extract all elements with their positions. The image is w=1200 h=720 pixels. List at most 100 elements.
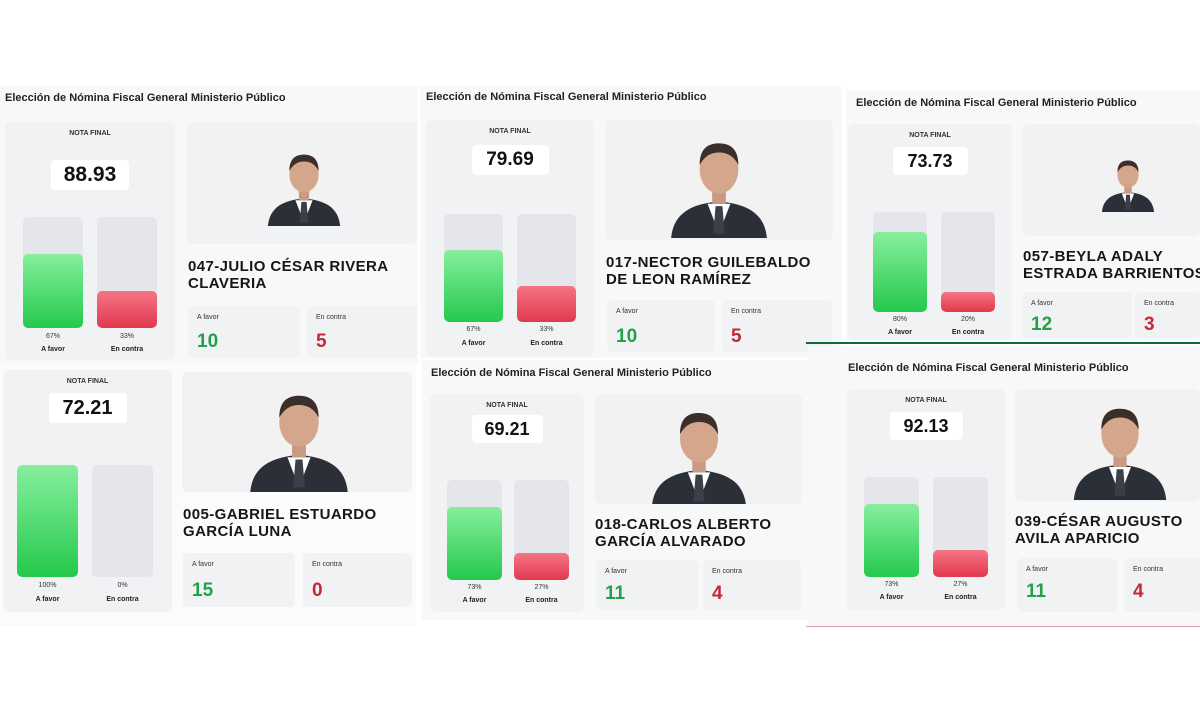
favor-votes-label: A favor — [1031, 300, 1053, 307]
candidate-photo — [643, 396, 755, 504]
favor-bar-label: A favor — [888, 329, 912, 336]
candidate-name-line2: ESTRADA BARRIENTOS — [1023, 265, 1200, 282]
score-heading: NOTA FINAL — [489, 128, 531, 135]
candidate-name-line1: 039-CÉSAR AUGUSTO — [1015, 513, 1183, 530]
favor-votes-label: A favor — [192, 561, 214, 568]
candidate-name-line2: AVILA APARICIO — [1015, 530, 1140, 547]
favor-votes-box — [1017, 558, 1117, 612]
final-score: 72.21 — [48, 393, 127, 423]
against-votes-count: 3 — [1144, 314, 1155, 335]
favor-votes-count: 10 — [616, 326, 638, 347]
candidate-photo — [243, 376, 355, 492]
candidate-photo — [264, 140, 344, 226]
against-bar-label: En contra — [106, 596, 139, 603]
favor-bar-fill — [447, 507, 502, 580]
against-bar-track — [933, 477, 988, 577]
favor-votes-box — [1022, 292, 1132, 338]
candidate-name-line2: GARCÍA ALVARADO — [595, 533, 746, 550]
against-bar-label: En contra — [525, 597, 558, 604]
favor-votes-count: 10 — [197, 331, 219, 352]
favor-bar-label: A favor — [879, 594, 904, 601]
favor-bar-label: A favor — [41, 346, 65, 353]
against-bar-track — [517, 214, 576, 322]
candidate-photo — [662, 124, 776, 238]
divider-line — [806, 626, 1200, 627]
against-percent: 0% — [117, 582, 128, 589]
favor-bar-label: A favor — [461, 340, 486, 347]
against-votes-label: En contra — [316, 314, 346, 321]
against-percent: 27% — [953, 581, 968, 588]
panel-title: Elección de Nómina Fiscal General Minist… — [5, 92, 286, 104]
against-votes-count: 5 — [316, 331, 327, 352]
score-heading: NOTA FINAL — [905, 397, 947, 404]
candidate-photo — [1100, 150, 1156, 212]
favor-bar-track — [17, 465, 78, 577]
candidate-name-line1: 047-JULIO CÉSAR RIVERA — [188, 258, 389, 275]
against-percent: 33% — [539, 326, 554, 333]
candidate-portrait-icon — [264, 140, 344, 226]
against-bar-fill — [933, 550, 988, 577]
favor-votes-count: 12 — [1031, 314, 1053, 335]
candidate-photo — [1072, 390, 1168, 500]
favor-percent: 100% — [38, 582, 57, 589]
candidate-name-line2: DE LEON RAMÍREZ — [606, 271, 752, 288]
candidate-name-line1: 005-GABRIEL ESTUARDO — [183, 506, 377, 523]
favor-bar-track — [444, 214, 503, 322]
favor-percent: 73% — [884, 581, 899, 588]
panel-title: Elección de Nómina Fiscal General Minist… — [848, 362, 1129, 374]
against-votes-count: 5 — [731, 326, 742, 347]
against-percent: 20% — [960, 316, 975, 323]
favor-bar-fill — [23, 253, 83, 328]
final-score: 88.93 — [51, 160, 129, 190]
favor-bar-label: A favor — [35, 596, 60, 603]
score-heading: NOTA FINAL — [909, 132, 951, 139]
against-bar-track — [941, 212, 995, 312]
against-bar-track — [514, 480, 569, 580]
favor-votes-label: A favor — [605, 568, 627, 575]
against-votes-box — [1135, 292, 1200, 338]
against-votes-box — [307, 306, 417, 358]
favor-bar-label: A favor — [462, 597, 487, 604]
candidate-portrait-icon — [662, 124, 776, 238]
divider-line — [806, 342, 1200, 344]
against-bar-fill — [941, 292, 995, 312]
candidate-name-line2: CLAVERIA — [188, 275, 267, 292]
against-votes-label: En contra — [1144, 300, 1174, 307]
against-bar-label: En contra — [944, 594, 977, 601]
against-bar-fill — [517, 286, 576, 322]
against-votes-count: 4 — [712, 583, 723, 604]
favor-percent: 67% — [466, 326, 481, 333]
against-bar-label: En contra — [530, 340, 563, 347]
against-votes-count: 0 — [312, 580, 323, 601]
against-votes-label: En contra — [712, 568, 742, 575]
favor-votes-label: A favor — [197, 314, 219, 321]
candidate-portrait-icon — [243, 376, 355, 492]
against-bar-track — [92, 465, 153, 577]
panel-title: Elección de Nómina Fiscal General Minist… — [431, 367, 712, 379]
favor-bar-fill — [17, 465, 78, 577]
final-score: 92.13 — [889, 412, 963, 440]
favor-votes-box — [183, 553, 295, 607]
favor-votes-box — [607, 300, 715, 352]
candidate-name-line1: 017-NECTOR GUILEBALDO — [606, 254, 811, 271]
against-percent: 27% — [534, 584, 549, 591]
favor-bar-track — [23, 217, 83, 328]
final-score: 79.69 — [471, 145, 549, 175]
favor-bar-track — [447, 480, 502, 580]
favor-percent: 67% — [45, 333, 60, 340]
favor-votes-label: A favor — [616, 308, 638, 315]
against-bar-label: En contra — [951, 329, 985, 336]
score-heading: NOTA FINAL — [69, 130, 111, 137]
against-bar-fill — [514, 553, 569, 580]
panel-title: Elección de Nómina Fiscal General Minist… — [856, 97, 1137, 109]
score-heading: NOTA FINAL — [486, 402, 528, 409]
against-votes-label: En contra — [312, 561, 342, 568]
favor-bar-fill — [444, 249, 503, 322]
against-votes-label: En contra — [1133, 566, 1163, 573]
candidate-name-line1: 057-BEYLA ADALY — [1023, 248, 1164, 265]
candidate-name-line2: GARCÍA LUNA — [183, 523, 292, 540]
against-votes-box — [703, 560, 801, 610]
favor-votes-count: 11 — [1026, 581, 1047, 602]
favor-votes-count: 11 — [605, 583, 626, 604]
against-votes-count: 4 — [1133, 581, 1144, 602]
